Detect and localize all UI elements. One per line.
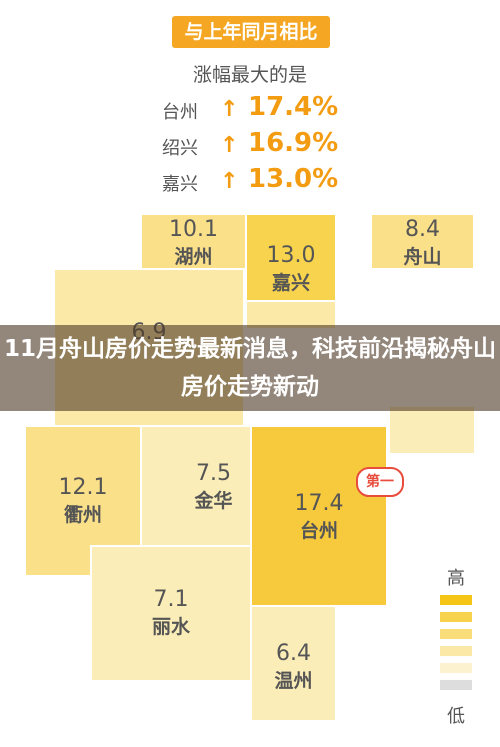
headline: 11月舟山房价走势最新消息，科技前沿揭秘舟山房价走势新动	[0, 325, 500, 411]
tile: 10.1 湖州	[140, 213, 247, 270]
top-row: 台州 ↑ 17.4%	[162, 92, 362, 126]
arrow: ↑	[220, 97, 239, 122]
arrow: ↑	[220, 169, 239, 194]
legend-swatch	[440, 663, 472, 673]
legend-high: 高	[447, 568, 465, 589]
compare-badge: 与上年同月相比	[172, 16, 330, 48]
top-row: 绍兴 ↑ 16.9%	[162, 128, 362, 162]
tile: 8.4 舟山	[370, 213, 475, 270]
tile	[388, 405, 476, 455]
legend-swatch	[440, 680, 472, 690]
tile: 13.0 嘉兴	[245, 213, 337, 303]
legend-swatch	[440, 629, 472, 639]
legend-swatch	[440, 595, 472, 605]
subtitle: 涨幅最大的是	[192, 64, 307, 86]
pct: 13.0%	[248, 164, 339, 194]
tile: 17.4 台州	[250, 425, 388, 607]
pct: 16.9%	[248, 128, 339, 158]
city: 绍兴	[162, 138, 198, 159]
legend-swatch	[440, 612, 472, 622]
tile: 7.1 丽水	[90, 545, 252, 682]
legend-low: 低	[447, 706, 465, 727]
rank-badge: 第一	[356, 467, 404, 497]
city: 台州	[162, 102, 198, 123]
legend-swatch	[440, 646, 472, 656]
tile: 6.4 温州	[250, 605, 337, 722]
top-row: 嘉兴 ↑ 13.0%	[162, 164, 362, 198]
arrow: ↑	[220, 133, 239, 158]
pct: 17.4%	[248, 92, 339, 122]
city: 嘉兴	[162, 174, 198, 195]
